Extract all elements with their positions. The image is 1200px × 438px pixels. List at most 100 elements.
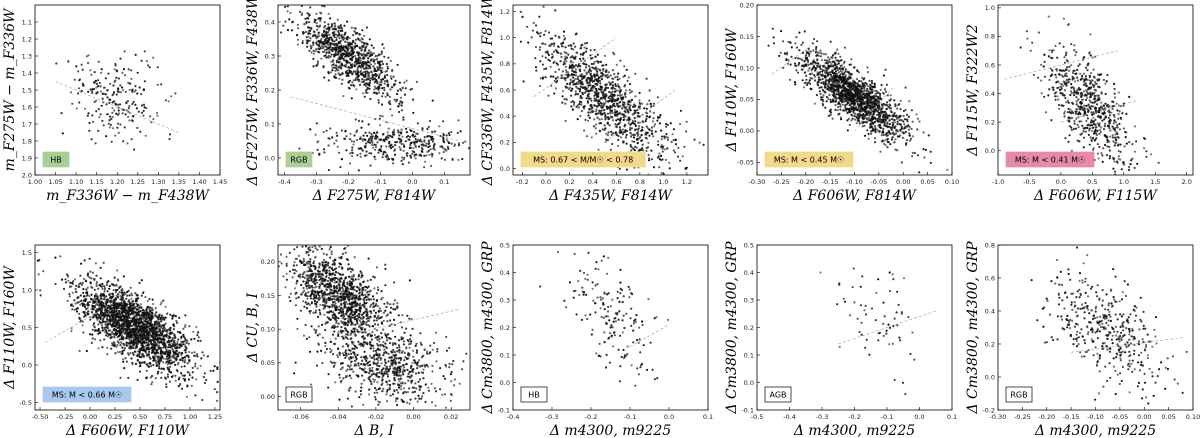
point-a-1178: [906, 120, 909, 123]
point-a-937: [371, 76, 374, 79]
point-a-603: [628, 82, 632, 86]
point-a-877: [601, 106, 604, 109]
point-a-330: [358, 83, 362, 86]
point-a-1438: [836, 78, 839, 82]
y-tick-label: 2.0: [22, 171, 32, 179]
point-a-141: [624, 95, 627, 99]
point-a-1031: [906, 125, 909, 128]
point-a-324: [822, 100, 825, 103]
point-a-198: [1077, 64, 1080, 68]
point-a-768: [599, 82, 602, 85]
point-a-745: [298, 1, 300, 3]
point-a-158: [327, 43, 330, 46]
point-b-133: [392, 128, 396, 132]
point-a-855: [635, 138, 639, 141]
point-a-643: [561, 95, 564, 98]
point-a-1002: [571, 63, 574, 66]
point-b-154: [392, 133, 395, 136]
point-a-815: [386, 83, 389, 87]
point-a-1550: [847, 82, 850, 85]
point-a-557: [388, 95, 391, 98]
point-a-1053: [893, 121, 897, 124]
point-a-704: [812, 49, 815, 52]
point-a-769: [554, 70, 557, 74]
point-a-382: [850, 63, 853, 66]
point-a-836: [894, 105, 897, 108]
point-a-361: [1103, 111, 1106, 114]
point-a-461: [312, 34, 315, 37]
point-b-203: [392, 162, 395, 165]
point-a-64: [127, 115, 130, 118]
point-a-1052: [609, 82, 612, 85]
point-a-178: [1100, 152, 1103, 155]
point-b-343: [428, 153, 431, 156]
point-b-272: [381, 115, 384, 118]
point-a-712: [552, 44, 555, 47]
point-a-860: [384, 74, 387, 77]
point-b-255: [398, 146, 401, 149]
y-tick-label: 0.4: [500, 112, 510, 120]
point-a-249: [1062, 45, 1065, 48]
point-a-865: [804, 81, 807, 84]
point-b-322: [361, 137, 364, 141]
point-a-856: [538, 84, 542, 88]
point-a-11: [160, 83, 163, 86]
point-a-691: [551, 53, 554, 56]
point-a-461: [1083, 111, 1086, 114]
point-b-304: [429, 148, 432, 151]
point-a-271: [323, 5, 326, 8]
point-a-311: [330, 53, 333, 56]
point-a-868: [337, 34, 340, 37]
point-b-33: [398, 134, 401, 137]
point-a-956: [583, 46, 586, 49]
point-a-445: [315, 48, 318, 51]
point-a-89: [621, 107, 624, 110]
point-a-772: [637, 133, 640, 136]
point-a-127: [111, 101, 114, 104]
point-a-931: [372, 65, 375, 68]
point-a-89: [923, 156, 926, 159]
point-a-505: [1106, 103, 1109, 106]
point-a-647: [600, 86, 604, 89]
point-a-1333: [846, 84, 849, 87]
point-a-548: [1096, 129, 1099, 132]
point-a-59: [401, 86, 404, 89]
point-a-416: [1051, 73, 1054, 76]
point-a-704: [374, 58, 377, 61]
data-points: [767, 27, 949, 174]
point-a-902: [332, 63, 335, 66]
point-a-994: [663, 137, 666, 140]
point-b-371: [418, 139, 421, 142]
point-a-192: [102, 124, 105, 127]
point-a-662: [589, 54, 592, 57]
point-a-605: [841, 103, 844, 106]
point-b-375: [373, 137, 377, 140]
point-b-193: [336, 145, 339, 148]
point-a-1377: [855, 105, 858, 108]
point-a-264: [290, 29, 294, 32]
point-a-594: [604, 115, 607, 118]
point-a-121: [1086, 64, 1089, 67]
point-b-310: [351, 155, 354, 158]
point-a-218: [870, 132, 873, 135]
point-a-103: [839, 72, 843, 76]
point-a-473: [614, 114, 617, 117]
point-a-922: [364, 72, 367, 75]
point-a-885: [789, 63, 792, 66]
point-a-455: [589, 49, 592, 52]
point-a-337: [377, 91, 381, 94]
point-a-235: [886, 140, 889, 144]
point-a-695: [851, 82, 855, 85]
point-a-1096: [550, 56, 554, 59]
point-a-996: [800, 43, 803, 46]
point-a-893: [317, 33, 320, 36]
point-a-533: [1080, 105, 1083, 108]
data-points: [280, 1, 470, 172]
point-a-42: [95, 110, 98, 113]
point-a-853: [910, 127, 913, 130]
x-tick-label: -0.10: [846, 178, 863, 186]
point-a-863: [604, 84, 607, 87]
point-a-106: [140, 93, 143, 96]
point-a-831: [847, 117, 850, 120]
point-a-266: [1040, 63, 1043, 66]
